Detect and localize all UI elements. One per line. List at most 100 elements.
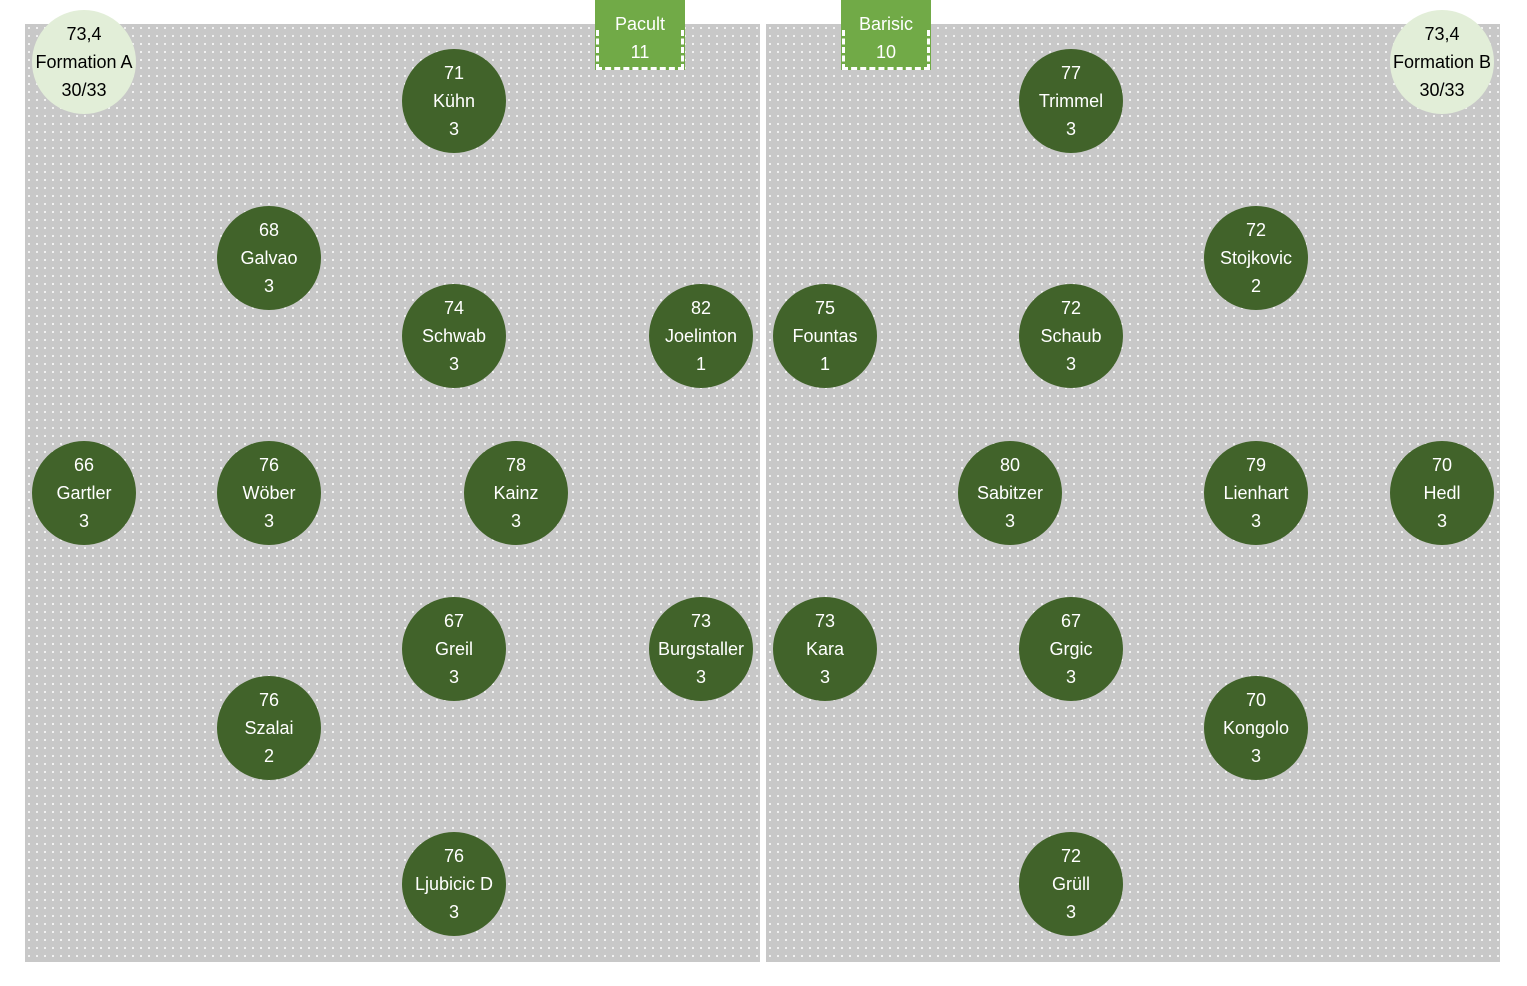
player-number: 3 bbox=[1250, 746, 1261, 766]
player-name: Gartler bbox=[56, 483, 112, 503]
player-number: 3 bbox=[1065, 667, 1076, 687]
player-token[interactable]: 73 Burgstaller 3 bbox=[649, 597, 753, 701]
formation-b-count: 30/33 bbox=[1419, 80, 1465, 100]
player-number: 3 bbox=[1436, 511, 1447, 531]
player-rating: 76 bbox=[443, 846, 465, 866]
formation-b-average: 73,4 bbox=[1424, 24, 1460, 44]
player-rating: 79 bbox=[1245, 455, 1267, 475]
player-token[interactable]: 72 Stojkovic 2 bbox=[1204, 206, 1308, 310]
player-name: Lienhart bbox=[1223, 483, 1289, 503]
player-name: Joelinton bbox=[664, 326, 738, 346]
player-name: Schaub bbox=[1040, 326, 1102, 346]
player-rating: 70 bbox=[1245, 690, 1267, 710]
player-name: Sabitzer bbox=[976, 483, 1044, 503]
player-token[interactable]: 66 Gartler 3 bbox=[32, 441, 136, 545]
player-token[interactable]: 74 Schwab 3 bbox=[402, 284, 506, 388]
player-name: Trimmel bbox=[1038, 91, 1104, 111]
player-name: Burgstaller bbox=[657, 639, 745, 659]
player-name: Stojkovic bbox=[1219, 248, 1293, 268]
player-number: 1 bbox=[695, 354, 706, 374]
player-rating: 73 bbox=[814, 611, 836, 631]
player-rating: 76 bbox=[258, 690, 280, 710]
player-name: Hedl bbox=[1423, 483, 1461, 503]
player-rating: 74 bbox=[443, 298, 465, 318]
player-token[interactable]: 70 Kongolo 3 bbox=[1204, 676, 1308, 780]
player-number: 3 bbox=[1065, 119, 1076, 139]
player-token[interactable]: 73 Kara 3 bbox=[773, 597, 877, 701]
formation-a-average: 73,4 bbox=[66, 24, 102, 44]
player-name: Galvao bbox=[240, 248, 298, 268]
player-name: Schwab bbox=[421, 326, 487, 346]
player-number: 3 bbox=[78, 511, 89, 531]
player-rating: 80 bbox=[999, 455, 1021, 475]
player-number: 3 bbox=[263, 276, 274, 296]
pitch-half-a bbox=[25, 24, 760, 962]
player-name: Greil bbox=[434, 639, 473, 659]
player-name: Wöber bbox=[242, 483, 296, 503]
player-name: Kühn bbox=[432, 91, 476, 111]
player-number: 3 bbox=[695, 667, 706, 687]
player-number: 3 bbox=[819, 667, 830, 687]
player-token[interactable]: 75 Fountas 1 bbox=[773, 284, 877, 388]
player-rating: 68 bbox=[258, 220, 280, 240]
player-rating: 73 bbox=[690, 611, 712, 631]
player-name: Kainz bbox=[493, 483, 539, 503]
formation-a-label: Formation A bbox=[35, 52, 133, 72]
player-number: 2 bbox=[263, 746, 274, 766]
coach-name: Barisic bbox=[858, 14, 913, 34]
player-rating: 72 bbox=[1060, 846, 1082, 866]
player-name: Kongolo bbox=[1222, 718, 1290, 738]
player-rating: 72 bbox=[1245, 220, 1267, 240]
player-token[interactable]: 82 Joelinton 1 bbox=[649, 284, 753, 388]
player-token[interactable]: 76 Szalai 2 bbox=[217, 676, 321, 780]
player-rating: 66 bbox=[73, 455, 95, 475]
player-token[interactable]: 72 Grüll 3 bbox=[1019, 832, 1123, 936]
player-name: Ljubicic D bbox=[414, 874, 494, 894]
player-token[interactable]: 67 Grgic 3 bbox=[1019, 597, 1123, 701]
player-token[interactable]: 77 Trimmel 3 bbox=[1019, 49, 1123, 153]
player-number: 3 bbox=[1065, 354, 1076, 374]
player-number: 3 bbox=[448, 354, 459, 374]
player-number: 3 bbox=[448, 119, 459, 139]
player-token[interactable]: 76 Wöber 3 bbox=[217, 441, 321, 545]
formation-a-summary: 73,4 Formation A 30/33 bbox=[32, 10, 136, 114]
coach-name: Pacult bbox=[614, 14, 666, 34]
coach-box-b: Barisic 10 bbox=[841, 0, 931, 70]
player-token[interactable]: 67 Greil 3 bbox=[402, 597, 506, 701]
player-number: 2 bbox=[1250, 276, 1261, 296]
player-number: 3 bbox=[448, 902, 459, 922]
player-rating: 72 bbox=[1060, 298, 1082, 318]
player-number: 1 bbox=[819, 354, 830, 374]
player-rating: 71 bbox=[443, 63, 465, 83]
player-rating: 76 bbox=[258, 455, 280, 475]
player-rating: 70 bbox=[1431, 455, 1453, 475]
player-token[interactable]: 80 Sabitzer 3 bbox=[958, 441, 1062, 545]
player-name: Szalai bbox=[244, 718, 294, 738]
player-token[interactable]: 76 Ljubicic D 3 bbox=[402, 832, 506, 936]
player-rating: 75 bbox=[814, 298, 836, 318]
player-token[interactable]: 79 Lienhart 3 bbox=[1204, 441, 1308, 545]
player-number: 3 bbox=[1004, 511, 1015, 531]
player-token[interactable]: 71 Kühn 3 bbox=[402, 49, 506, 153]
coach-number: 10 bbox=[875, 42, 897, 62]
player-token[interactable]: 70 Hedl 3 bbox=[1390, 441, 1494, 545]
formation-a-count: 30/33 bbox=[61, 80, 107, 100]
player-rating: 78 bbox=[505, 455, 527, 475]
player-token[interactable]: 72 Schaub 3 bbox=[1019, 284, 1123, 388]
player-number: 3 bbox=[1065, 902, 1076, 922]
coach-box-a: Pacult 11 bbox=[595, 0, 685, 70]
player-rating: 77 bbox=[1060, 63, 1082, 83]
formation-b-label: Formation B bbox=[1392, 52, 1492, 72]
player-token[interactable]: 68 Galvao 3 bbox=[217, 206, 321, 310]
player-token[interactable]: 78 Kainz 3 bbox=[464, 441, 568, 545]
formation-b-summary: 73,4 Formation B 30/33 bbox=[1390, 10, 1494, 114]
player-name: Grgic bbox=[1049, 639, 1093, 659]
player-name: Fountas bbox=[792, 326, 858, 346]
player-name: Grüll bbox=[1051, 874, 1090, 894]
player-number: 3 bbox=[263, 511, 274, 531]
pitch-half-b bbox=[766, 24, 1500, 962]
player-number: 3 bbox=[510, 511, 521, 531]
player-number: 3 bbox=[448, 667, 459, 687]
coach-number: 11 bbox=[630, 42, 650, 62]
player-rating: 82 bbox=[690, 298, 712, 318]
